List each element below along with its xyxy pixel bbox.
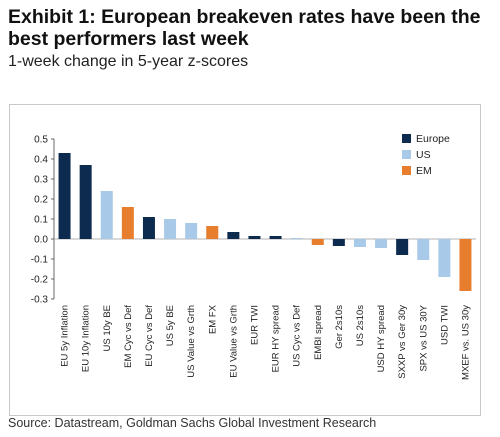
bar bbox=[121, 207, 134, 239]
bar bbox=[438, 239, 451, 277]
x-tick-label: US Cyc vs Def bbox=[292, 305, 303, 367]
x-tick-label: Ger 2s10s bbox=[334, 305, 345, 349]
bar bbox=[311, 239, 324, 245]
bar bbox=[353, 239, 366, 247]
x-tick-label: EMBI spread bbox=[313, 305, 324, 360]
bar bbox=[58, 153, 71, 239]
bar bbox=[269, 236, 282, 239]
y-tick-label: -0.1 bbox=[31, 255, 49, 266]
x-tick-label: SPX vs US 30Y bbox=[418, 304, 429, 371]
bar bbox=[206, 226, 219, 239]
bar bbox=[79, 165, 92, 239]
bar bbox=[396, 239, 409, 255]
bar bbox=[332, 239, 345, 246]
x-tick-label: EM Cyc vs Def bbox=[123, 305, 134, 368]
bar bbox=[164, 219, 177, 239]
bar bbox=[248, 236, 261, 239]
y-tick-label: 0.2 bbox=[34, 195, 48, 206]
y-tick-label: 0.1 bbox=[34, 215, 48, 226]
bar bbox=[417, 239, 430, 260]
chart-frame: 0.5 0.4 0.3 0.2 0.1 0.0 -0.1 -0.2 -0.3 EU 5y Infl… bbox=[9, 104, 481, 416]
x-tick-label: SXXP vs Ger 30y bbox=[397, 305, 408, 379]
bar bbox=[459, 239, 472, 291]
x-tick-label: EUR HY spread bbox=[271, 305, 282, 372]
x-tick-label: USD TWI bbox=[439, 305, 450, 345]
x-tick-label: EU Cyc vs Def bbox=[144, 305, 155, 367]
x-tick-label: EUR TWI bbox=[249, 305, 260, 345]
x-tick-label: EU 5y Inflation bbox=[60, 305, 71, 367]
legend-label: US bbox=[416, 149, 431, 161]
x-tick-label: EU Value vs Grth bbox=[228, 305, 239, 378]
x-tick-label: EU 10y Inflation bbox=[81, 305, 92, 372]
bar bbox=[290, 238, 303, 239]
y-tick-label: 0.5 bbox=[34, 135, 48, 146]
legend-swatch bbox=[402, 150, 411, 159]
legend-swatch bbox=[402, 134, 411, 143]
legend-label: Europe bbox=[416, 133, 450, 145]
y-tick-label: 0.0 bbox=[34, 235, 48, 246]
legend-label: EM bbox=[416, 165, 432, 177]
bar bbox=[227, 232, 240, 239]
chart-title: Exhibit 1: European breakeven rates have… bbox=[8, 6, 481, 50]
x-tick-label: EM FX bbox=[207, 304, 218, 334]
bar-chart: 0.5 0.4 0.3 0.2 0.1 0.0 -0.1 -0.2 -0.3 EU 5y Infl… bbox=[31, 133, 476, 380]
y-tick-label: -0.3 bbox=[31, 295, 49, 306]
y-tick-label: -0.2 bbox=[31, 275, 49, 286]
y-tick-label: 0.3 bbox=[34, 175, 48, 186]
bar bbox=[100, 191, 113, 239]
x-tick-label: US 5y BE bbox=[165, 305, 176, 346]
chart-subtitle: 1-week change in 5-year z-scores bbox=[8, 53, 249, 70]
x-tick-label: MXEF vs. US 30y bbox=[460, 305, 471, 380]
bar bbox=[375, 239, 388, 248]
source-note: Source: Datastream, Goldman Sachs Global… bbox=[8, 416, 377, 430]
bar bbox=[142, 217, 155, 239]
x-tick-label: US 2s10s bbox=[355, 305, 366, 346]
x-tick-label: USD HY spread bbox=[376, 305, 387, 372]
x-tick-label: US Value vs Grth bbox=[186, 305, 197, 378]
x-tick-label: US 10y BE bbox=[102, 305, 113, 351]
legend-swatch bbox=[402, 166, 411, 175]
bar bbox=[185, 223, 198, 239]
y-tick-label: 0.4 bbox=[34, 155, 48, 166]
